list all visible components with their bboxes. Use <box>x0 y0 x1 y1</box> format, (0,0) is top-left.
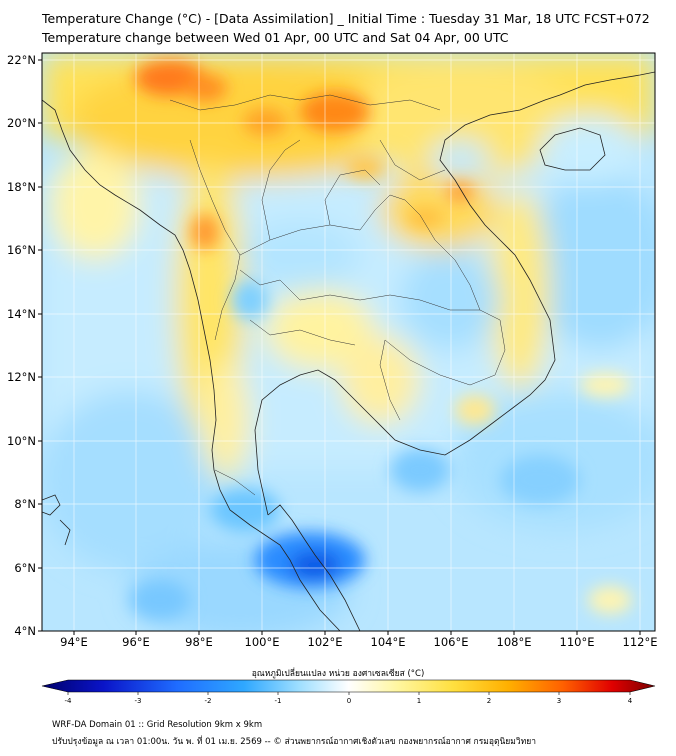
lon-label: 98°E <box>185 635 213 649</box>
colorbar-tick: 0 <box>347 697 351 705</box>
lon-label: 104°E <box>371 635 406 649</box>
lat-label: 12°N <box>7 370 36 384</box>
temperature-field <box>42 53 655 631</box>
lat-label: 22°N <box>7 53 36 67</box>
lon-label: 106°E <box>434 635 469 649</box>
colorbar-tick: 4 <box>628 697 633 705</box>
colorbar-bar <box>41 679 656 693</box>
coastlines <box>42 71 655 631</box>
map-frame <box>41 52 656 632</box>
lat-label: 6°N <box>14 561 36 575</box>
lat-label: 14°N <box>7 307 36 321</box>
colorbar-tick: 2 <box>487 697 491 705</box>
temperature-map: 94°E 96°E 98°E 100°E 102°E 104°E 106°E 1… <box>7 52 658 705</box>
colorbar-tick: -1 <box>275 697 282 705</box>
lon-label: 100°E <box>245 635 280 649</box>
colorbar-title: อุณหภูมิเปลี่ยนแปลง หน่วย องศาเซลเซียส (… <box>251 669 425 679</box>
lat-label: 4°N <box>14 624 36 638</box>
lon-label: 112°E <box>623 635 658 649</box>
map-subtitle: Temperature change between Wed 01 Apr, 0… <box>42 30 509 45</box>
map-title: Temperature Change (°C) - [Data Assimila… <box>42 11 650 26</box>
axis-ticks <box>38 59 641 635</box>
lon-label: 110°E <box>560 635 595 649</box>
country-borders <box>169 94 506 496</box>
lon-label: 102°E <box>308 635 343 649</box>
colorbar-tick: -4 <box>65 697 73 705</box>
footer-model-info: WRF-DA Domain 01 :: Grid Resolution 9km … <box>52 720 263 730</box>
colorbar: -4 -3 -2 -1 0 1 2 3 4 <box>41 679 656 705</box>
lat-label: 18°N <box>7 180 36 194</box>
graticule <box>42 53 655 631</box>
colorbar-tick: -3 <box>135 697 142 705</box>
colorbar-tick: 1 <box>417 697 421 705</box>
footer-credit: ปรับปรุงข้อมูล ณ เวลา 01:00น. วัน พ. ที่… <box>52 737 537 747</box>
lat-label: 8°N <box>14 497 36 511</box>
lon-label: 108°E <box>497 635 532 649</box>
lon-label: 96°E <box>122 635 150 649</box>
colorbar-tick: 3 <box>557 697 561 705</box>
colorbar-tick: -2 <box>205 697 212 705</box>
lat-label: 16°N <box>7 243 36 257</box>
lat-label: 20°N <box>7 116 36 130</box>
lon-label: 94°E <box>60 635 88 649</box>
lat-label: 10°N <box>7 434 36 448</box>
